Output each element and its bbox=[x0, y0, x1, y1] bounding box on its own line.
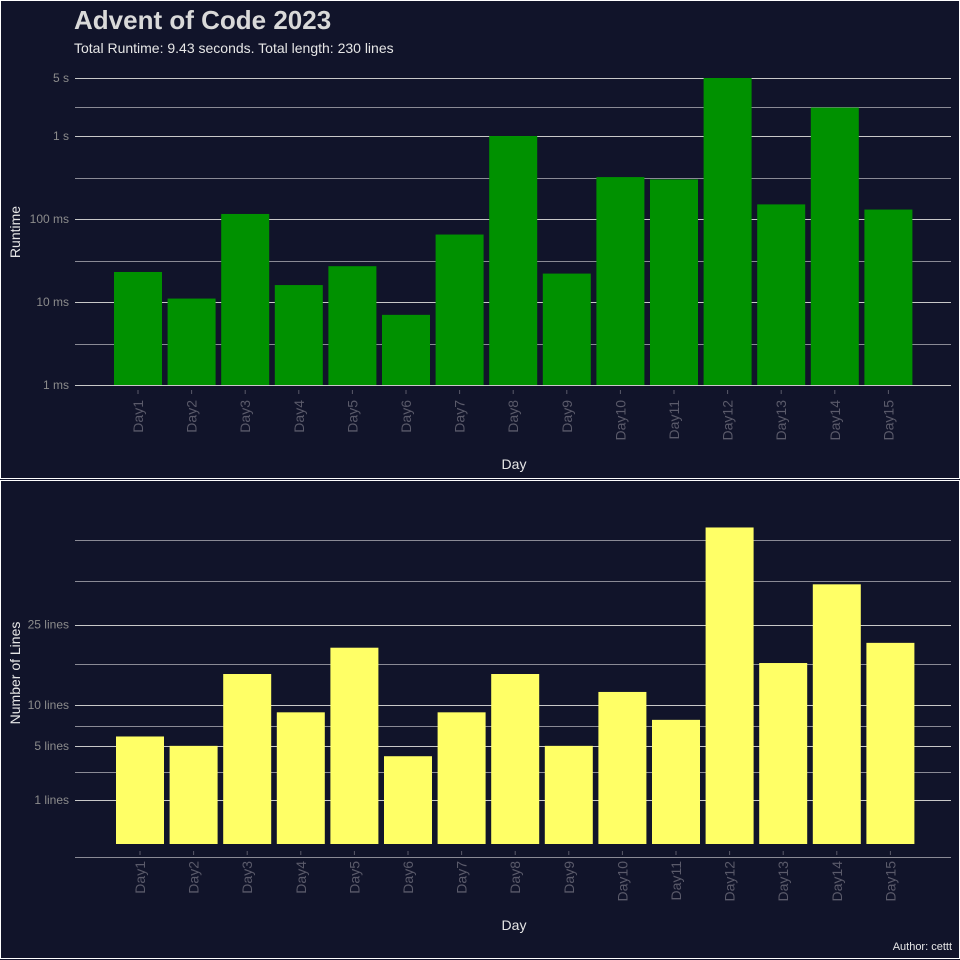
runtime-x-tick-label: Day13 bbox=[773, 400, 789, 441]
runtime-x-tick-label: Day12 bbox=[720, 400, 736, 441]
runtime-bar-day3 bbox=[221, 213, 270, 385]
author-caption: Author: cettt bbox=[893, 941, 952, 953]
chart-title: Advent of Code 2023 bbox=[74, 5, 331, 35]
lines-x-tick-label: Day11 bbox=[668, 861, 684, 901]
lines-bar-day8 bbox=[491, 674, 540, 844]
runtime-x-tick-label: Day15 bbox=[880, 400, 896, 441]
lines-x-tick-label: Day14 bbox=[829, 861, 845, 902]
runtime-x-tick-label: Day3 bbox=[237, 400, 253, 433]
runtime-x-tick-label: Day4 bbox=[291, 400, 307, 433]
runtime-y-axis-title: Runtime bbox=[7, 206, 23, 258]
lines-x-ticks: Day1 Day2 Day3 Day4 Day5 Day6 Day7 Day8 Day9 Day1… bbox=[132, 851, 898, 901]
lines-x-tick-label: Day9 bbox=[561, 861, 577, 894]
runtime-y-tick-label: 100 ms bbox=[30, 212, 69, 226]
runtime-x-tick-label: Day6 bbox=[398, 400, 414, 433]
runtime-y-ticks: 1 ms 10 ms 100 ms 1 s 5 s bbox=[30, 71, 69, 392]
runtime-bar-day8 bbox=[489, 136, 538, 385]
runtime-bar-day1 bbox=[114, 271, 162, 385]
runtime-bar-day6 bbox=[382, 314, 430, 385]
runtime-y-tick-label: 1 ms bbox=[43, 378, 69, 392]
lines-x-tick-label: Day1 bbox=[132, 861, 148, 894]
lines-y-tick-label: 5 lines bbox=[34, 739, 69, 753]
lines-bar-day5 bbox=[330, 647, 379, 844]
lines-x-tick-label: Day8 bbox=[507, 861, 523, 894]
runtime-x-tick-label: Day1 bbox=[130, 400, 146, 433]
lines-bar-day9 bbox=[544, 745, 593, 844]
lines-y-ticks: 1 lines 5 lines 10 lines 25 lines bbox=[28, 618, 69, 808]
runtime-x-axis-title: Day bbox=[502, 456, 527, 472]
lines-bar-day13 bbox=[759, 663, 808, 844]
runtime-bar-day14 bbox=[810, 107, 859, 385]
lines-bar-day2 bbox=[169, 745, 218, 844]
chart-subtitle: Total Runtime: 9.43 seconds. Total lengt… bbox=[74, 40, 394, 56]
lines-x-tick-label: Day4 bbox=[293, 861, 309, 894]
lines-x-tick-label: Day3 bbox=[239, 861, 255, 894]
lines-bar-day6 bbox=[384, 756, 432, 844]
lines-y-axis-title: Number of Lines bbox=[7, 622, 23, 725]
runtime-y-tick-label: 1 s bbox=[53, 129, 69, 143]
lines-x-axis-title: Day bbox=[502, 917, 527, 933]
runtime-bar-day2 bbox=[167, 298, 216, 385]
lines-x-tick-label: Day12 bbox=[722, 861, 738, 902]
lines-bar-day14 bbox=[812, 584, 861, 844]
runtime-x-ticks: Day1 Day2 Day3 Day4 Day5 Day6 Day7 Day8 Day9 Day1… bbox=[130, 390, 896, 440]
lines-bar-day7 bbox=[437, 712, 486, 844]
lines-x-tick-label: Day10 bbox=[614, 861, 630, 902]
runtime-bar-day15 bbox=[864, 209, 913, 385]
runtime-bar-day9 bbox=[542, 273, 591, 385]
runtime-x-tick-label: Day5 bbox=[344, 400, 360, 433]
runtime-x-tick-label: Day11 bbox=[666, 400, 682, 440]
runtime-x-tick-label: Day2 bbox=[184, 400, 200, 433]
lines-bar-day4 bbox=[276, 712, 325, 844]
lines-bars bbox=[116, 527, 915, 844]
lines-x-tick-label: Day5 bbox=[346, 861, 362, 894]
lines-x-tick-label: Day15 bbox=[882, 861, 898, 902]
runtime-x-tick-label: Day8 bbox=[505, 400, 521, 433]
lines-y-tick-label: 1 lines bbox=[34, 793, 69, 807]
runtime-x-tick-label: Day14 bbox=[827, 400, 843, 441]
lines-bar-day12 bbox=[705, 527, 754, 844]
lines-x-tick-label: Day13 bbox=[775, 861, 791, 902]
runtime-y-tick-label: 5 s bbox=[53, 71, 69, 85]
runtime-bar-day10 bbox=[596, 177, 645, 385]
runtime-bar-day13 bbox=[757, 204, 806, 385]
runtime-bar-day12 bbox=[703, 78, 752, 385]
runtime-y-tick-label: 10 ms bbox=[36, 295, 69, 309]
lines-y-tick-label: 10 lines bbox=[28, 698, 69, 712]
runtime-bar-day4 bbox=[274, 285, 323, 385]
lines-bar-day1 bbox=[116, 736, 164, 844]
lines-bar-day15 bbox=[866, 642, 915, 844]
runtime-bar-day11 bbox=[650, 179, 698, 385]
runtime-x-tick-label: Day9 bbox=[559, 400, 575, 433]
runtime-x-tick-label: Day10 bbox=[612, 400, 628, 441]
lines-x-tick-label: Day7 bbox=[454, 861, 470, 894]
lines-bar-day11 bbox=[652, 719, 700, 844]
lines-bar-day10 bbox=[598, 691, 647, 844]
lines-y-tick-label: 25 lines bbox=[28, 618, 69, 632]
runtime-x-tick-label: Day7 bbox=[452, 400, 468, 433]
runtime-bars bbox=[114, 78, 913, 385]
runtime-bar-day7 bbox=[435, 234, 484, 385]
lines-bar-day3 bbox=[223, 674, 272, 844]
runtime-bar-day5 bbox=[328, 266, 377, 385]
lines-x-tick-label: Day6 bbox=[400, 861, 416, 894]
lines-x-tick-label: Day2 bbox=[186, 861, 202, 894]
